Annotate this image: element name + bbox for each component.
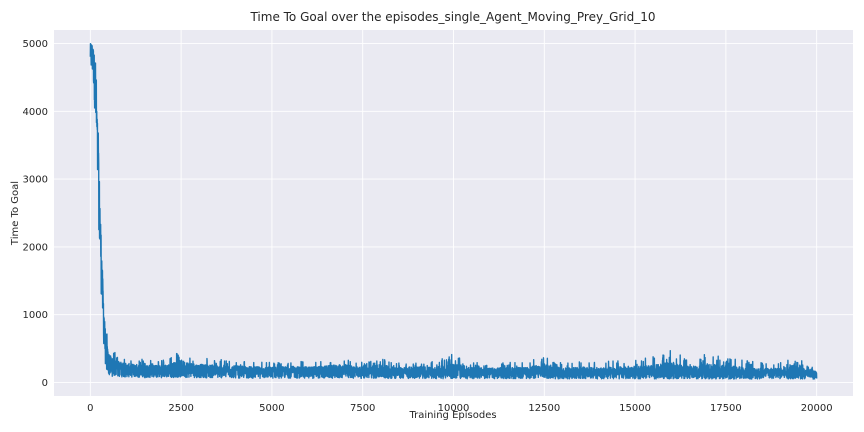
x-tick-label: 10000 [438, 403, 470, 414]
y-tick-label: 1000 [23, 310, 48, 321]
y-tick-label: 5000 [23, 39, 48, 50]
y-axis-label: Time To Goal [10, 181, 21, 246]
x-tick-label: 2500 [168, 403, 193, 414]
x-axis-label: Training Episodes [408, 410, 496, 421]
x-tick-label: 7500 [350, 403, 375, 414]
y-tick-label: 4000 [23, 107, 48, 118]
y-tick-label: 3000 [23, 175, 48, 186]
y-tick-label: 0 [42, 378, 48, 389]
y-tick-label: 2000 [23, 242, 48, 253]
x-axis-ticks: 0 2500 5000 7500 10000 12500 15000 17500 20000 [87, 403, 832, 414]
x-tick-label: 0 [87, 403, 93, 414]
x-tick-label: 5000 [259, 403, 284, 414]
x-tick-label: 17500 [710, 403, 742, 414]
x-tick-label: 12500 [528, 403, 560, 414]
y-axis-ticks: 0 1000 2000 3000 4000 5000 [23, 39, 48, 389]
series-line [89, 43, 818, 380]
x-tick-label: 15000 [619, 403, 651, 414]
series-group [89, 43, 818, 380]
chart-title: Time To Goal over the episodes_single_Ag… [249, 10, 655, 24]
x-tick-label: 20000 [801, 403, 833, 414]
grid [54, 30, 853, 396]
